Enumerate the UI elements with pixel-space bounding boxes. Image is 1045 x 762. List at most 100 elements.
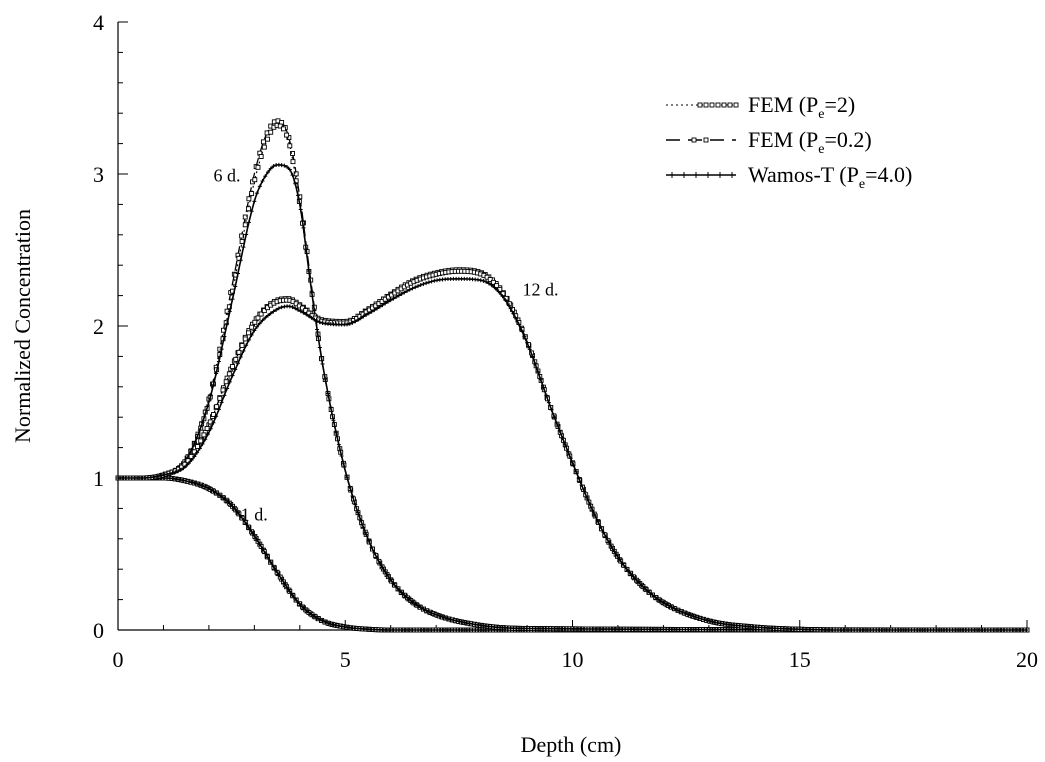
data-point xyxy=(563,442,568,447)
axes: 0 1 2 3 4 0 5 10 15 20 xyxy=(93,10,1038,672)
data-point xyxy=(421,282,426,287)
data-point xyxy=(263,174,268,179)
data-point xyxy=(230,297,235,302)
data-point xyxy=(664,602,669,607)
data-point xyxy=(399,291,404,296)
data-point xyxy=(323,377,328,382)
data-point xyxy=(402,593,407,598)
data-point xyxy=(675,607,680,612)
legend-marker xyxy=(709,102,715,108)
data-point xyxy=(252,177,258,183)
data-point xyxy=(285,164,290,169)
data-point xyxy=(205,432,210,437)
data-point xyxy=(295,600,300,605)
data-point xyxy=(445,616,450,621)
data-point xyxy=(175,469,180,474)
legend-marker xyxy=(703,102,709,108)
data-point xyxy=(192,481,197,486)
data-point xyxy=(500,294,505,299)
data-point xyxy=(533,362,538,366)
data-point xyxy=(317,320,322,325)
data-point xyxy=(252,533,257,538)
data-point xyxy=(366,311,371,316)
data-point xyxy=(369,545,374,550)
data-point xyxy=(233,507,238,512)
data-point xyxy=(271,564,276,569)
data-point xyxy=(197,482,202,487)
data-point xyxy=(230,373,235,378)
data-point xyxy=(195,481,200,486)
data-point xyxy=(246,525,251,530)
data-point xyxy=(261,144,267,150)
data-point xyxy=(317,617,322,622)
y-tick-label: 3 xyxy=(93,162,104,187)
data-point xyxy=(680,610,685,615)
data-point xyxy=(508,306,513,311)
data-point xyxy=(407,287,412,292)
data-point xyxy=(541,385,546,390)
data-point xyxy=(214,404,220,410)
data-point xyxy=(298,207,303,212)
data-point xyxy=(220,387,226,393)
data-point xyxy=(227,501,232,506)
data-point xyxy=(277,123,283,129)
data-point xyxy=(304,312,309,317)
data-point xyxy=(492,285,497,290)
data-point xyxy=(505,302,510,307)
y-tick-label: 4 xyxy=(93,10,104,35)
data-point xyxy=(216,359,221,364)
data-point xyxy=(233,284,238,289)
y-tick-label: 2 xyxy=(93,314,104,339)
annotations: 6 d. 12 d. 1 d. xyxy=(213,166,558,525)
data-point xyxy=(306,610,311,615)
data-point xyxy=(301,310,306,315)
data-point xyxy=(290,173,295,178)
data-point xyxy=(216,407,221,412)
data-point xyxy=(252,319,258,325)
data-point xyxy=(1024,628,1029,632)
data-point xyxy=(429,610,434,615)
data-point xyxy=(639,583,644,588)
legend-label: FEM (Pe=2) xyxy=(748,92,855,122)
data-point xyxy=(555,422,560,427)
data-point xyxy=(421,607,426,612)
data-point xyxy=(489,283,494,288)
legend-item: FEM (Pe=0.2) xyxy=(666,127,872,157)
data-point xyxy=(239,239,245,244)
data-point xyxy=(235,361,240,366)
data-point xyxy=(200,483,205,488)
data-point xyxy=(565,449,570,454)
data-point xyxy=(211,382,216,387)
data-point xyxy=(385,299,390,304)
data-point xyxy=(238,258,243,263)
data-point xyxy=(165,472,170,477)
data-point xyxy=(249,332,254,337)
data-point xyxy=(298,603,303,608)
data-point xyxy=(210,412,216,417)
data-point xyxy=(546,400,551,405)
data-point xyxy=(366,538,371,543)
data-point xyxy=(557,429,562,434)
data-point xyxy=(170,470,175,475)
data-point xyxy=(239,343,245,348)
data-point xyxy=(609,544,614,549)
data-point xyxy=(312,308,317,313)
data-point xyxy=(293,171,299,177)
data-point xyxy=(391,581,396,586)
data-point xyxy=(481,278,486,283)
data-point xyxy=(658,598,663,603)
data-point xyxy=(189,457,194,462)
data-point xyxy=(707,619,712,624)
data-point xyxy=(713,620,718,625)
data-point xyxy=(195,450,200,455)
data-point xyxy=(197,428,202,433)
data-point xyxy=(204,426,210,431)
data-point xyxy=(306,269,311,274)
data-point xyxy=(615,553,620,558)
data-point xyxy=(331,622,336,627)
data-point xyxy=(225,386,230,391)
data-point xyxy=(261,308,267,314)
data-point xyxy=(242,222,248,228)
data-point xyxy=(265,313,270,318)
